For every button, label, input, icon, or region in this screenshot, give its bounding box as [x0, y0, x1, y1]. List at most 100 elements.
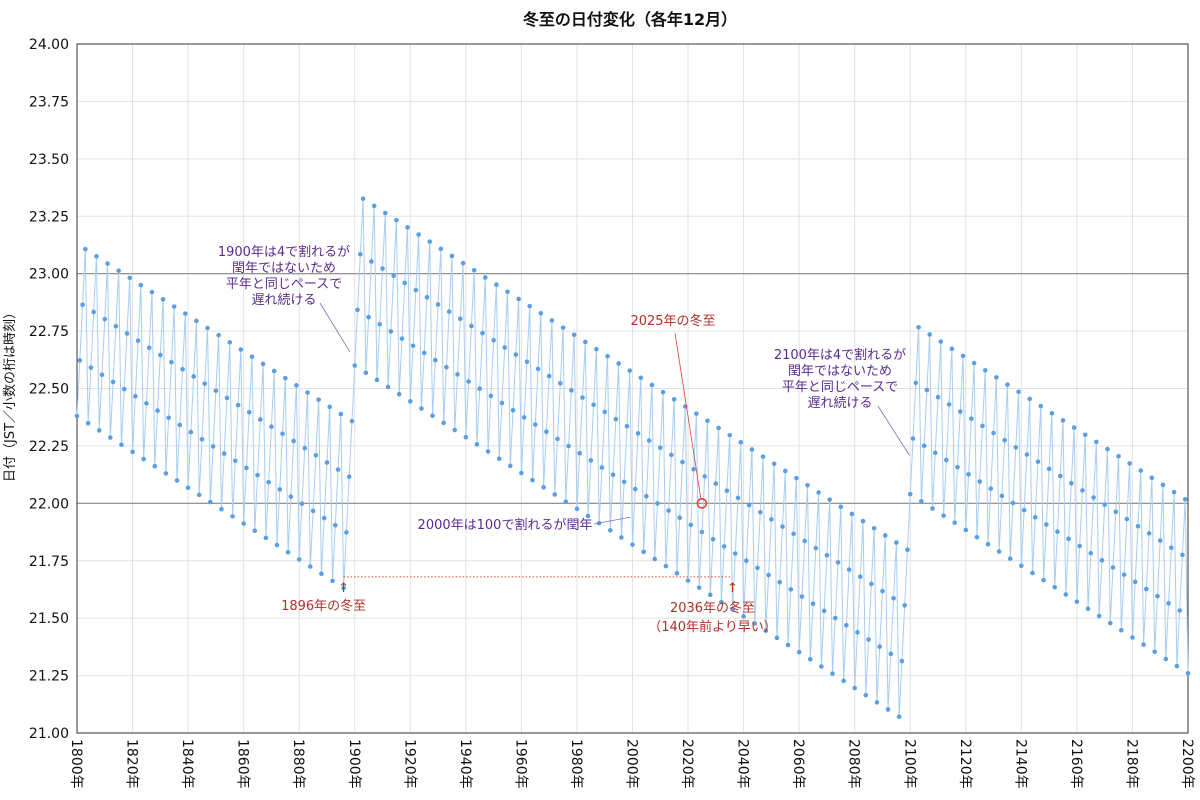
data-point — [769, 517, 774, 522]
data-point — [996, 549, 1002, 554]
data-point — [580, 395, 585, 400]
x-tick-label: 1820年 — [124, 739, 140, 789]
data-point — [766, 572, 771, 578]
x-tick-label: 2200年 — [1179, 739, 1195, 789]
data-point — [519, 470, 524, 476]
solstice-series — [74, 196, 1191, 719]
data-point — [816, 490, 821, 495]
data-point — [505, 289, 510, 295]
data-point — [391, 273, 396, 279]
annotation-2000-arrow — [593, 516, 631, 525]
reference-lines — [77, 273, 1188, 504]
data-point — [446, 309, 452, 314]
y-tick-label: 22.25 — [29, 439, 69, 455]
data-point — [719, 599, 724, 605]
data-point — [885, 707, 891, 712]
data-point — [1130, 635, 1135, 640]
data-point — [213, 388, 219, 394]
y-tick-label: 22.50 — [29, 382, 69, 398]
data-point — [294, 383, 299, 388]
data-point — [94, 254, 99, 259]
data-point — [280, 431, 285, 437]
data-point — [571, 332, 577, 338]
data-point — [471, 268, 477, 273]
data-point — [863, 692, 869, 698]
data-point — [180, 367, 185, 372]
data-point — [1163, 656, 1169, 662]
data-point — [1127, 461, 1132, 466]
data-point — [749, 447, 755, 452]
data-point — [555, 436, 560, 442]
x-tick-labels: 1800年 1820年 1840年 1860年 1880年 1900年 1920年 1940年… — [68, 739, 1195, 789]
data-point — [721, 544, 727, 549]
data-point — [1085, 606, 1091, 612]
y-tick-label: 21.50 — [29, 611, 69, 627]
data-point — [196, 492, 202, 498]
data-point — [1094, 439, 1099, 445]
data-point — [83, 246, 88, 252]
y-tick-label: 22.00 — [29, 496, 69, 512]
data-point — [944, 457, 949, 463]
data-point — [605, 354, 610, 359]
data-point — [738, 439, 744, 445]
x-tick-label: 1860年 — [235, 739, 251, 789]
data-point — [846, 567, 852, 572]
data-point — [585, 513, 591, 519]
data-point — [655, 501, 660, 506]
data-point — [1135, 523, 1141, 529]
data-point — [330, 578, 335, 584]
data-point — [1110, 565, 1116, 570]
y-tick-label: 23.25 — [29, 209, 69, 225]
data-point — [635, 431, 641, 436]
data-point — [941, 513, 946, 518]
data-point — [677, 515, 683, 521]
data-point — [566, 443, 571, 449]
data-point — [246, 409, 252, 415]
annotation-1900-arrow — [319, 302, 351, 353]
data-point — [613, 416, 619, 422]
data-point — [602, 409, 608, 415]
data-point — [1177, 608, 1182, 613]
x-tick-label: 1920年 — [401, 739, 417, 789]
data-point — [699, 529, 705, 535]
y-tick-label: 23.75 — [29, 94, 69, 110]
data-point — [671, 396, 677, 402]
data-point — [1052, 585, 1057, 590]
data-point — [560, 325, 566, 330]
data-point — [1141, 642, 1146, 647]
data-point — [774, 635, 780, 641]
data-point — [569, 388, 574, 393]
arrow-2036: ↑ — [727, 581, 738, 596]
data-point — [1055, 529, 1060, 534]
data-point — [860, 518, 866, 524]
data-point — [435, 302, 441, 307]
data-point — [810, 601, 816, 606]
x-tick-label: 2080年 — [846, 739, 862, 789]
data-point — [1069, 480, 1074, 486]
y-tick-label: 23.00 — [29, 267, 69, 283]
data-point — [324, 460, 330, 465]
data-point — [494, 282, 499, 287]
data-point — [457, 316, 463, 322]
data-point — [844, 622, 849, 628]
data-point — [183, 311, 188, 316]
annotation-2036: 2036年の冬至（140年前より早い） — [648, 600, 777, 635]
data-point — [805, 482, 810, 488]
data-point — [274, 542, 280, 548]
data-point — [191, 374, 196, 379]
data-point — [185, 485, 191, 491]
data-point — [96, 428, 102, 433]
data-point — [841, 678, 846, 684]
x-tick-label: 2180年 — [1123, 739, 1139, 789]
data-point — [946, 402, 952, 407]
annotation-2100: 2100年は4で割れるが閏年ではないため平年と同じペースで遅れ続ける — [774, 347, 906, 411]
data-point — [610, 472, 616, 478]
data-point — [874, 700, 880, 705]
data-point — [760, 454, 766, 459]
data-point — [538, 311, 544, 316]
data-point — [949, 346, 955, 352]
data-point — [952, 520, 957, 526]
data-point — [663, 563, 669, 569]
data-point — [327, 404, 333, 410]
data-point — [383, 210, 388, 216]
